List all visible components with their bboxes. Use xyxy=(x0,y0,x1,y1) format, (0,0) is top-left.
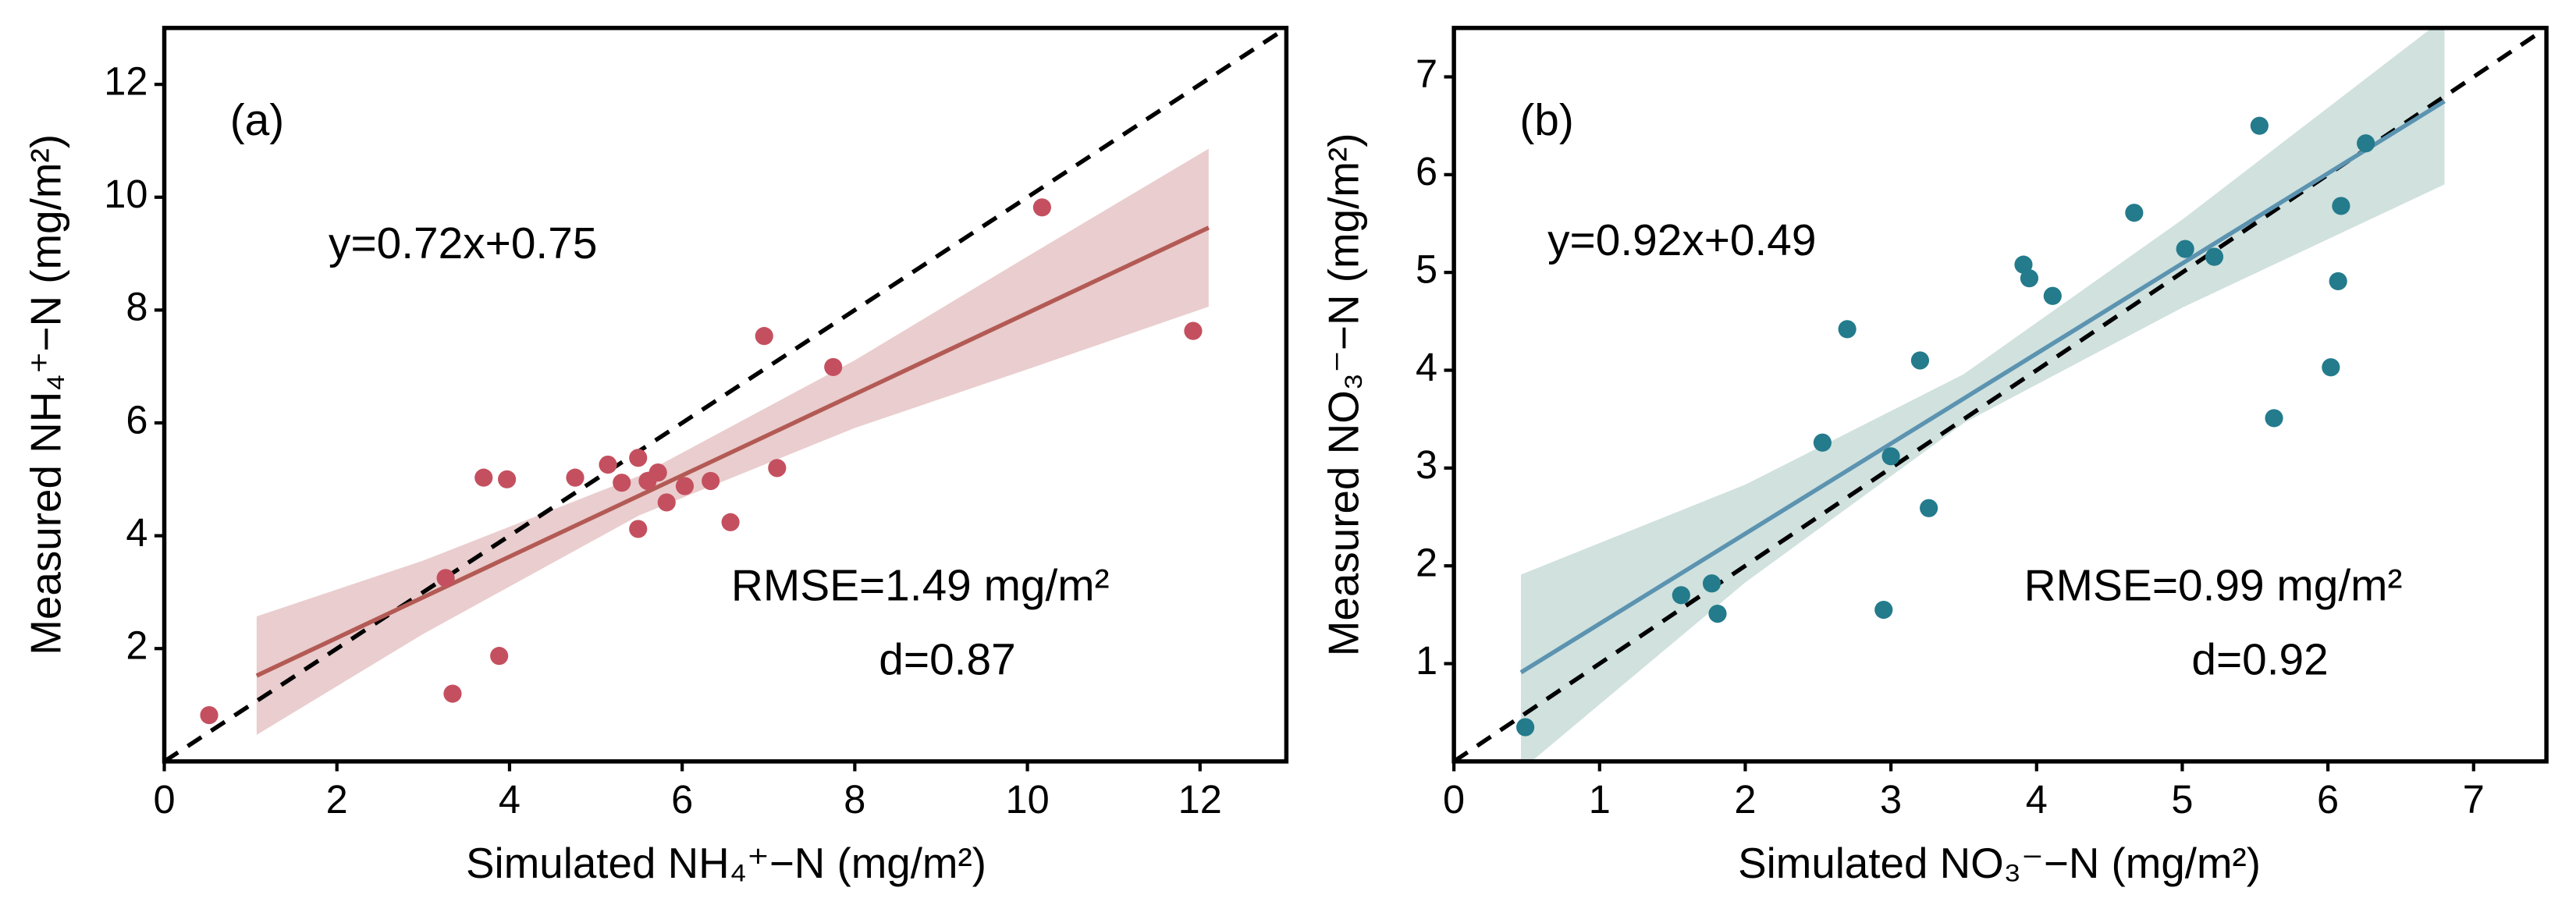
data-point xyxy=(1516,718,1535,737)
data-point xyxy=(721,513,740,531)
x-tick-label: 2 xyxy=(326,777,348,822)
data-point xyxy=(1813,433,1832,452)
x-tick-label: 3 xyxy=(1880,777,1902,822)
axes-frame xyxy=(1451,26,2549,764)
y-tick-label: 3 xyxy=(1416,442,1437,487)
data-point xyxy=(702,471,720,491)
y-tick-label: 6 xyxy=(1416,149,1437,193)
rmse: RMSE=1.49 mg/m² xyxy=(731,562,1110,611)
data-point xyxy=(613,474,631,492)
data-point xyxy=(1184,321,1203,340)
x-axis-label: Simulated NO₃⁻−N (mg/m²) xyxy=(1738,839,2261,887)
confidence-band xyxy=(256,148,1209,735)
x-tick-label: 2 xyxy=(1734,777,1756,822)
data-point xyxy=(490,647,509,666)
data-point xyxy=(755,327,773,346)
y-tick-label: 10 xyxy=(104,172,147,216)
data-point xyxy=(1708,605,1727,623)
x-tick-label: 4 xyxy=(2026,777,2048,822)
data-point xyxy=(436,569,455,588)
data-point xyxy=(2357,134,2375,153)
y-axis-label: Measured NH₄⁺−N (mg/m²) xyxy=(22,134,70,655)
y-tick-label: 12 xyxy=(104,59,147,103)
data-point xyxy=(1920,499,1938,517)
y-tick-label: 6 xyxy=(126,397,147,442)
data-point xyxy=(1702,574,1721,593)
equation: y=0.72x+0.75 xyxy=(329,219,597,268)
data-point xyxy=(768,459,787,478)
confidence-band xyxy=(1520,27,2445,762)
data-point xyxy=(675,477,695,495)
data-point xyxy=(2332,197,2350,215)
data-point xyxy=(1672,586,1690,605)
plot-area xyxy=(1454,27,2547,762)
data-point xyxy=(657,493,676,512)
y-tick-label: 4 xyxy=(1416,345,1437,389)
x-tick-label: 5 xyxy=(2171,777,2193,822)
y-tick-label: 7 xyxy=(1416,51,1437,96)
data-point xyxy=(2020,269,2039,288)
x-tick-label: 7 xyxy=(2463,777,2485,822)
x-tick-label: 6 xyxy=(2317,777,2339,822)
data-point xyxy=(2329,272,2347,291)
data-point xyxy=(1032,198,1051,217)
rmse: RMSE=0.99 mg/m² xyxy=(2024,562,2403,611)
one-to-one-line xyxy=(164,27,1287,762)
x-tick-label: 0 xyxy=(153,777,175,822)
y-tick-label: 4 xyxy=(126,510,147,555)
data-point xyxy=(629,449,648,467)
equation: y=0.92x+0.49 xyxy=(1547,216,1816,265)
data-point xyxy=(2043,286,2062,305)
data-point xyxy=(2322,358,2340,377)
fit-line xyxy=(255,225,1210,678)
data-point xyxy=(2125,204,2144,222)
x-tick-label: 0 xyxy=(1443,777,1465,822)
y-tick-label: 2 xyxy=(1416,541,1437,585)
data-point xyxy=(2176,240,2194,258)
fit-line xyxy=(1519,99,2446,675)
plot-area xyxy=(164,27,1287,762)
y-tick-label: 1 xyxy=(1416,638,1437,683)
axes-frame xyxy=(162,26,1289,764)
x-tick-label: 6 xyxy=(671,777,693,822)
data-point xyxy=(1874,601,1893,620)
agreement-index: d=0.92 xyxy=(2191,635,2328,684)
x-tick-label: 1 xyxy=(1589,777,1611,822)
data-point xyxy=(2265,409,2283,428)
y-tick-label: 2 xyxy=(126,623,147,668)
data-point xyxy=(498,470,517,488)
panel-label: (a) xyxy=(230,96,284,145)
x-tick-label: 12 xyxy=(1178,777,1222,822)
data-point xyxy=(1910,351,1930,370)
data-point xyxy=(1838,320,1856,339)
data-point xyxy=(599,455,617,474)
data-point xyxy=(1881,447,1900,466)
y-tick-label: 8 xyxy=(126,285,147,329)
data-point xyxy=(474,468,493,487)
panel-label: (b) xyxy=(1519,96,1573,145)
data-point xyxy=(824,357,843,377)
x-axis-label: Simulated NH₄⁺−N (mg/m²) xyxy=(466,839,986,887)
data-point xyxy=(2014,255,2033,274)
data-point xyxy=(2250,116,2269,135)
y-axis-label: Measured NO₃⁻−N (mg/m²) xyxy=(1320,133,1368,657)
data-point xyxy=(2205,247,2224,266)
x-tick-label: 4 xyxy=(499,777,521,822)
x-tick-label: 8 xyxy=(844,777,865,822)
data-point xyxy=(443,684,462,703)
data-point xyxy=(648,463,667,482)
agreement-index: d=0.87 xyxy=(879,635,1015,684)
x-tick-label: 10 xyxy=(1005,777,1049,822)
data-point xyxy=(566,468,584,487)
y-tick-label: 5 xyxy=(1416,247,1437,292)
data-point xyxy=(200,705,219,725)
data-point xyxy=(629,520,648,538)
